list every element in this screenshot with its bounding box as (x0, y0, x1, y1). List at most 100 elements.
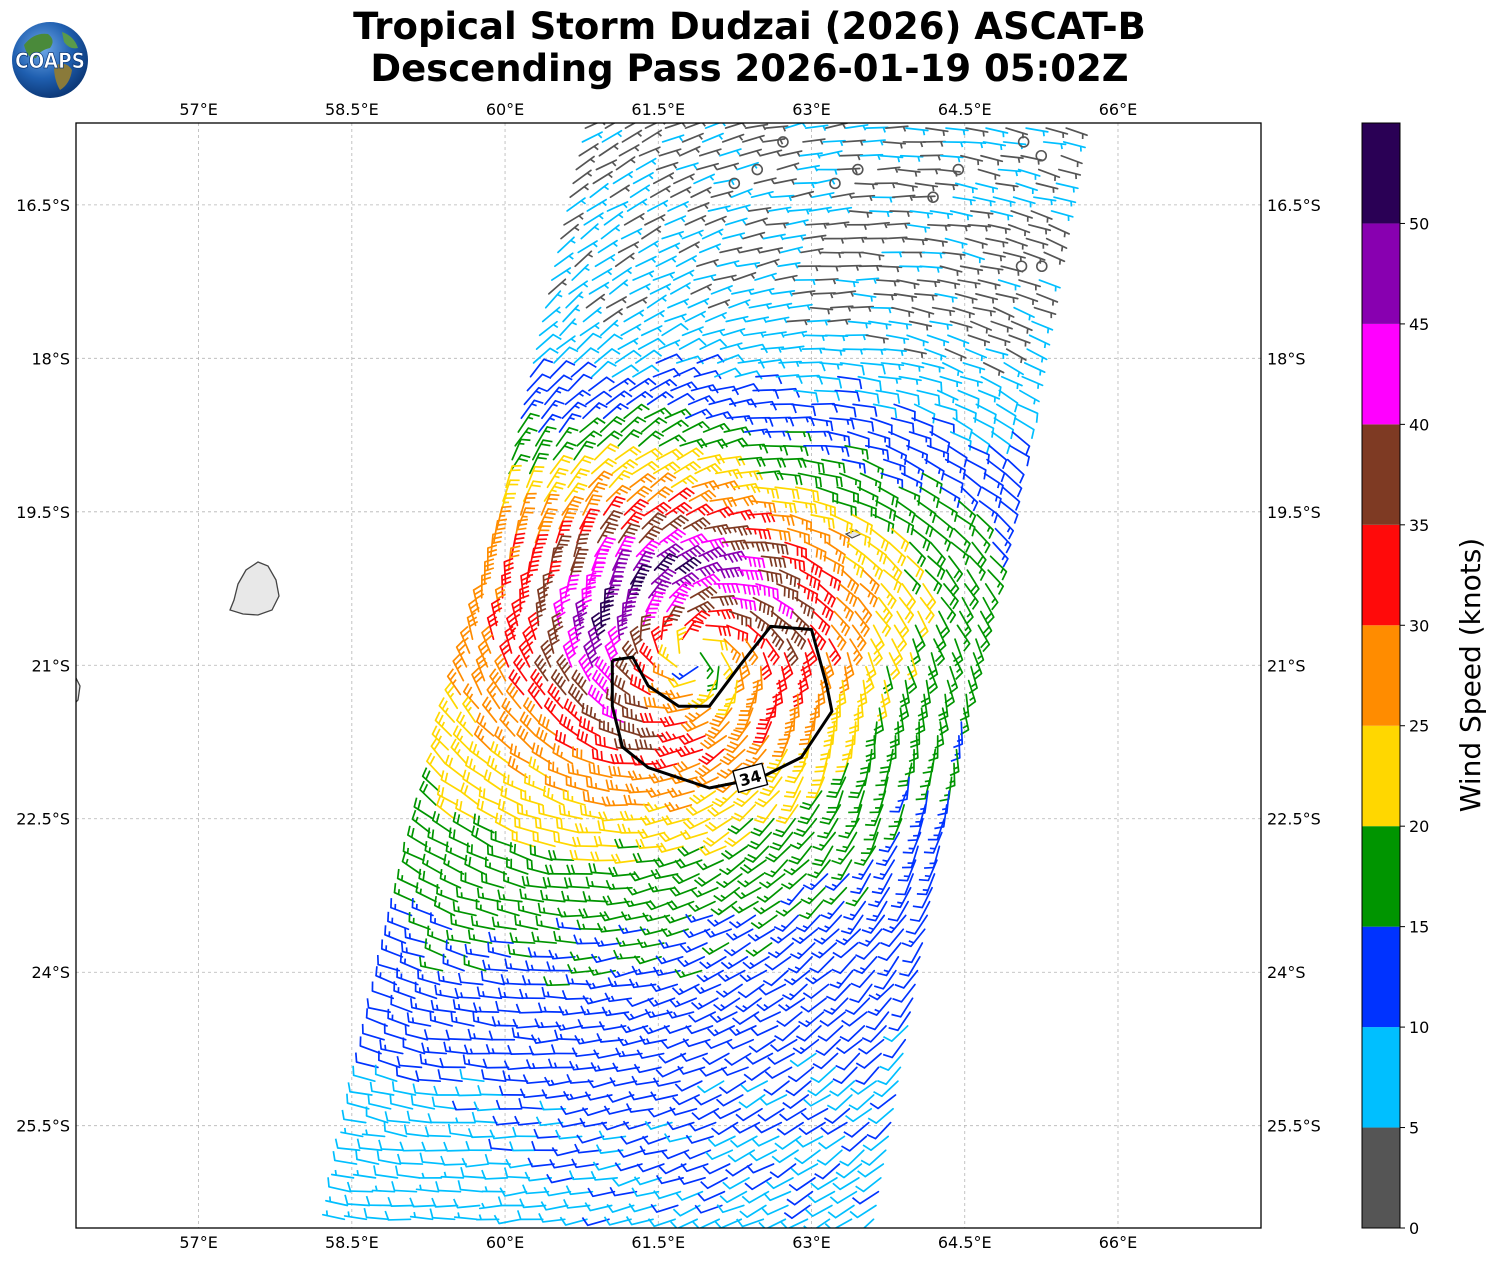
wind-barb (710, 285, 733, 295)
wind-barb (330, 1169, 355, 1179)
wind-barb (807, 527, 831, 545)
wind-barb (615, 1047, 643, 1058)
wind-barb (591, 748, 616, 765)
wind-barb (793, 817, 818, 837)
wind-barb (735, 1107, 763, 1122)
wind-barb (705, 624, 732, 637)
wind-barb (579, 508, 600, 530)
wind-barb (835, 1163, 863, 1179)
wind-barb (797, 472, 823, 488)
wind-barb (582, 891, 609, 903)
wind-barb (849, 417, 875, 432)
wind-barb (434, 984, 459, 1000)
wind-barb (477, 1085, 504, 1096)
wind-barb (505, 464, 522, 489)
wind-barb (501, 571, 512, 599)
wind-barb (710, 900, 738, 916)
wind-barb (712, 480, 741, 491)
wind-barb (669, 1106, 698, 1116)
wind-barb (1035, 149, 1048, 162)
wind-barb (409, 1197, 437, 1208)
wind-barb (493, 1214, 522, 1225)
wind-barb (713, 997, 741, 1012)
wind-barb (885, 334, 910, 344)
wind-barb (687, 601, 715, 614)
wind-barb (719, 550, 747, 564)
wind-barb (486, 844, 511, 862)
wind-barb (924, 845, 941, 869)
wind-barb (800, 997, 827, 1013)
wind-barb (487, 942, 511, 958)
wind-barb (855, 1052, 882, 1069)
wind-barb (567, 373, 593, 392)
wind-barb (371, 981, 395, 1000)
wind-barb (671, 983, 700, 996)
wind-barb (729, 1135, 758, 1148)
wind-barb (450, 1011, 475, 1027)
wind-barb (659, 715, 688, 728)
wind-barb (888, 1011, 911, 1032)
wind-barb (682, 817, 711, 830)
wind-barb (758, 873, 786, 889)
wind-barb (433, 896, 456, 917)
wind-barb (893, 624, 908, 652)
wind-barb (492, 1115, 520, 1126)
wind-barb (562, 639, 577, 668)
wind-barb (779, 150, 803, 157)
wind-barb (775, 900, 802, 917)
wind-barb (723, 735, 749, 754)
wind-barb (745, 679, 759, 706)
wind-barb (969, 210, 994, 219)
wind-barb (467, 1028, 494, 1041)
wind-barb (883, 236, 908, 243)
lat-tick-right-3: 21°S (1267, 656, 1306, 675)
wind-barb (823, 444, 850, 457)
wind-barb (815, 679, 826, 708)
wind-barb (693, 274, 717, 281)
wind-barb (547, 278, 567, 295)
wind-barb (728, 177, 741, 190)
wind-barb (514, 427, 538, 447)
wind-barb (883, 348, 907, 357)
wind-barb (914, 624, 926, 653)
wind-barb (859, 748, 873, 775)
wind-barb (568, 1170, 597, 1181)
wind-barb (804, 124, 829, 131)
wind-barb (543, 697, 561, 723)
wind-barb (795, 1025, 822, 1042)
wind-barb (696, 1080, 725, 1094)
wind-barb (660, 927, 689, 937)
wind-barb (577, 1018, 605, 1029)
wind-barb (862, 348, 887, 356)
wind-barb (611, 1177, 640, 1187)
wind-barb (579, 804, 605, 820)
wind-barb (719, 1190, 748, 1204)
wind-barb (954, 403, 977, 423)
wind-barb (716, 354, 745, 364)
wind-barb (742, 956, 770, 970)
lon-tick-top-6: 66°E (1099, 100, 1137, 119)
wind-barb (792, 500, 818, 514)
wind-barb (639, 614, 652, 641)
wind-barb (977, 389, 1001, 403)
wind-barb (813, 389, 841, 401)
wind-barb (897, 859, 917, 882)
wind-barb (812, 1052, 839, 1070)
wind-barb (678, 241, 700, 254)
wind-barb (565, 974, 592, 986)
wind-barb (724, 525, 753, 537)
wind-barb (457, 972, 484, 986)
wind-barb (391, 1081, 417, 1096)
wind-barb (784, 762, 807, 784)
wind-barb (488, 1030, 516, 1041)
wind-barb (635, 447, 663, 461)
wind-barb (1000, 154, 1024, 163)
wind-barb (838, 817, 860, 839)
wind-barb (850, 1080, 877, 1095)
wind-barb (406, 1110, 433, 1124)
wind-barb (436, 884, 459, 903)
wind-barb (461, 1157, 490, 1168)
wind-barb (942, 362, 964, 376)
wind-barb (605, 484, 632, 502)
wind-barb (677, 732, 706, 745)
